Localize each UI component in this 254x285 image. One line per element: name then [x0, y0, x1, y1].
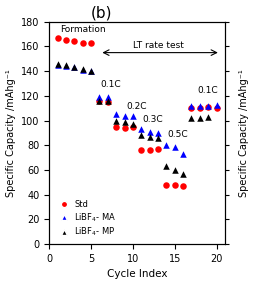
X-axis label: Cycle Index: Cycle Index	[106, 269, 167, 280]
Point	[172, 183, 176, 187]
Point	[172, 144, 176, 149]
Text: 0.1C: 0.1C	[197, 86, 217, 95]
Point	[72, 39, 76, 44]
Point	[180, 152, 184, 156]
Point	[130, 113, 134, 118]
Point	[214, 102, 218, 107]
Point	[105, 95, 109, 99]
Point	[114, 118, 118, 123]
Y-axis label: Specific Capacity /mAhg⁻¹: Specific Capacity /mAhg⁻¹	[239, 69, 248, 197]
Text: 0.3C: 0.3C	[141, 115, 162, 124]
Point	[64, 64, 68, 68]
Text: Formation: Formation	[60, 25, 105, 34]
Point	[81, 66, 85, 71]
Point	[89, 69, 93, 74]
Point	[189, 103, 193, 108]
Point	[155, 131, 160, 135]
Legend: Std, LiBF$_4$- MA, LiBF$_4$- MP: Std, LiBF$_4$- MA, LiBF$_4$- MP	[53, 198, 118, 240]
Point	[130, 125, 134, 129]
Text: 0.1C: 0.1C	[100, 80, 120, 89]
Point	[122, 126, 126, 130]
Text: 0.5C: 0.5C	[167, 130, 187, 139]
Point	[147, 148, 151, 152]
Point	[114, 112, 118, 117]
Point	[122, 113, 126, 118]
Point	[155, 147, 160, 151]
Point	[72, 65, 76, 70]
Point	[55, 63, 59, 67]
Point	[122, 119, 126, 124]
Point	[205, 115, 209, 119]
Point	[114, 125, 118, 129]
Point	[72, 65, 76, 70]
Point	[180, 172, 184, 176]
Point	[64, 63, 68, 67]
Point	[164, 143, 168, 148]
Point	[97, 99, 101, 103]
Point	[205, 103, 209, 108]
Point	[147, 134, 151, 139]
Point	[89, 40, 93, 45]
Point	[172, 168, 176, 172]
Point	[81, 68, 85, 72]
Text: LT rate test: LT rate test	[132, 41, 183, 50]
Point	[164, 183, 168, 187]
Y-axis label: Specific Capacity /mAhg⁻¹: Specific Capacity /mAhg⁻¹	[6, 69, 15, 197]
Point	[64, 38, 68, 42]
Title: (b): (b)	[91, 5, 112, 21]
Point	[81, 40, 85, 45]
Point	[189, 116, 193, 120]
Point	[180, 184, 184, 188]
Point	[197, 116, 201, 120]
Point	[105, 100, 109, 104]
Point	[55, 36, 59, 40]
Point	[130, 122, 134, 127]
Point	[205, 105, 209, 109]
Text: 0.2C: 0.2C	[126, 103, 146, 111]
Point	[97, 99, 101, 103]
Point	[89, 69, 93, 74]
Point	[164, 164, 168, 169]
Point	[197, 106, 201, 111]
Point	[55, 62, 59, 66]
Point	[105, 99, 109, 103]
Point	[139, 127, 143, 131]
Point	[139, 148, 143, 152]
Point	[155, 136, 160, 140]
Point	[147, 129, 151, 134]
Point	[189, 106, 193, 111]
Point	[197, 103, 201, 108]
Point	[139, 133, 143, 138]
Point	[97, 95, 101, 99]
Point	[214, 106, 218, 111]
